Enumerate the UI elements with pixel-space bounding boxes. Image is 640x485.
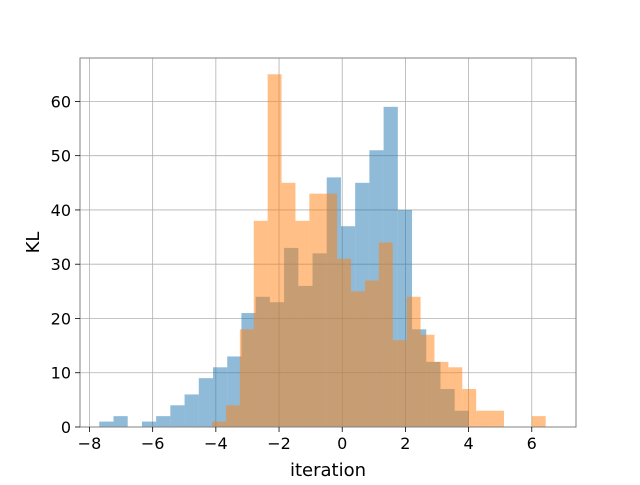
y-tick-label: 50 <box>51 147 71 166</box>
plot-frame <box>79 57 577 428</box>
histogram-bar <box>99 421 114 427</box>
histogram-bar <box>337 258 352 427</box>
y-tick-label: 0 <box>61 418 71 437</box>
histogram-bar <box>156 416 171 427</box>
histogram-series-2 <box>212 74 546 427</box>
histogram-bar <box>281 182 296 427</box>
histogram-bar <box>253 220 268 427</box>
histogram-bar <box>448 367 463 427</box>
histogram-bar <box>198 378 214 427</box>
y-axis-label: KL <box>23 232 44 254</box>
x-tick-label: 6 <box>527 434 537 453</box>
x-tick-label: −8 <box>78 434 102 453</box>
histogram-bar <box>267 74 282 427</box>
histogram-bar <box>239 329 254 427</box>
x-tick-label: −2 <box>267 434 291 453</box>
x-tick-label: 4 <box>463 434 473 453</box>
histogram-bar <box>434 361 449 427</box>
histogram-bar <box>351 291 365 427</box>
x-tick-label: 0 <box>337 434 347 453</box>
histogram-bar <box>170 405 185 427</box>
histogram-bar <box>462 389 477 427</box>
histogram-bar <box>420 334 435 427</box>
histogram-bar <box>141 421 157 427</box>
histogram-bar <box>212 421 226 427</box>
histogram-bar <box>213 367 228 427</box>
histogram-bar <box>531 416 546 427</box>
histogram-bar <box>476 410 491 427</box>
histogram-bar <box>113 416 128 427</box>
histogram-bar <box>184 394 199 427</box>
histogram-bar <box>225 405 240 427</box>
histogram-bar <box>364 280 379 427</box>
y-tick-label: 40 <box>51 201 71 220</box>
histogram-bar <box>406 296 421 427</box>
x-tick-label: 2 <box>400 434 410 453</box>
y-tick-label: 30 <box>51 255 71 274</box>
x-axis-label: iteration <box>290 460 366 480</box>
histogram-bar <box>490 410 504 427</box>
histogram-bar <box>392 340 407 427</box>
histogram-bar <box>309 193 324 427</box>
x-tick-label: −6 <box>141 434 165 453</box>
y-tick-label: 10 <box>51 364 71 383</box>
y-tick-label: 20 <box>51 309 71 328</box>
histogram-bar <box>295 220 310 427</box>
histogram-bar <box>378 242 393 427</box>
y-tick-label: 60 <box>51 92 71 111</box>
histogram-bar <box>323 193 338 427</box>
x-tick-label: −4 <box>204 434 228 453</box>
histogram-bars <box>99 74 546 428</box>
